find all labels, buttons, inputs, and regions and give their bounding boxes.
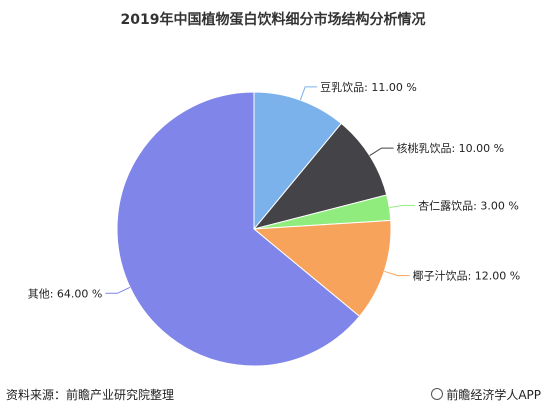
leader-line xyxy=(369,147,394,157)
leader-line xyxy=(389,204,416,209)
slice-label: 椰子汁饮品: 12.00 % xyxy=(413,269,521,283)
slice-label: 豆乳饮品: 11.00 % xyxy=(320,81,417,94)
slice-label: 杏仁露饮品: 3.00 % xyxy=(418,199,519,212)
pie-slice xyxy=(253,91,343,231)
leader-line xyxy=(384,270,410,277)
brand-name: 前瞻经济学人APP xyxy=(446,388,541,402)
source-note: 资料来源：前瞻产业研究院整理 xyxy=(6,388,175,402)
brand-logo-icon xyxy=(431,388,444,400)
leader-line xyxy=(299,86,318,101)
leader-line xyxy=(105,286,131,294)
footer: 资料来源：前瞻产业研究院整理 前瞻经济学人APP xyxy=(0,386,547,412)
slice-label: 核桃乳饮品: 10.00 % xyxy=(396,141,504,155)
slice-label: 其他: 64.00 % xyxy=(28,287,103,300)
pie-slice xyxy=(252,122,388,230)
brand-credit: 前瞻经济学人APP xyxy=(431,386,541,403)
chart-title: 2019年中国植物蛋白饮料细分市场结构分析情况 xyxy=(121,11,426,28)
pie-slice xyxy=(116,91,361,367)
pie-chart: 2019年中国植物蛋白饮料细分市场结构分析情况 豆乳饮品: 11.00 % 核桃乳… xyxy=(28,11,521,367)
pie-slice xyxy=(252,219,392,318)
